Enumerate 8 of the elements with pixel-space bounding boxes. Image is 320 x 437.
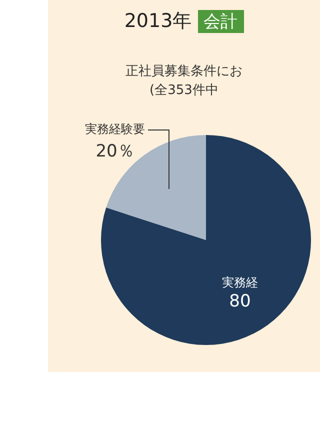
- chart-subtitle: 会計: [198, 10, 244, 33]
- chart-title: 2013年: [124, 10, 192, 32]
- slice-label: 実務経験要: [85, 122, 145, 136]
- data-label: 20％: [96, 141, 134, 162]
- text: (全353件中: [148, 82, 220, 100]
- text: 正社員募集条件にお: [124, 63, 244, 81]
- data-label: 80: [229, 292, 251, 312]
- slice-label: 実務経: [222, 276, 258, 290]
